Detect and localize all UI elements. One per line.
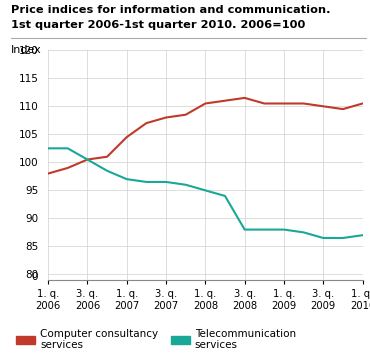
Legend: Computer consultancy
services, Telecommunication
services: Computer consultancy services, Telecommu… bbox=[16, 328, 296, 350]
Text: 1st quarter 2006-1st quarter 2010. 2006=100: 1st quarter 2006-1st quarter 2010. 2006=… bbox=[11, 20, 306, 30]
Text: 0: 0 bbox=[32, 272, 38, 282]
Text: Price indices for information and communication.: Price indices for information and commun… bbox=[11, 5, 331, 15]
Text: Index: Index bbox=[11, 45, 42, 55]
